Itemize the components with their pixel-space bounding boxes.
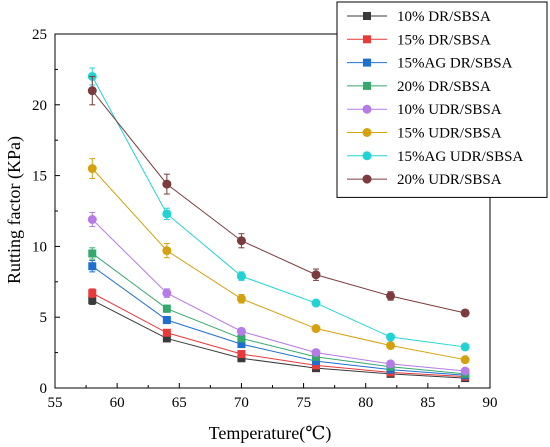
axes-layer: 55 60 65 70 75 80 85 90 0 5 10 15 20 25 [32, 27, 498, 411]
data-point [237, 334, 246, 343]
data-point [236, 326, 246, 336]
data-point [311, 298, 321, 308]
x-axis-title: Temperature(℃) [209, 423, 332, 444]
data-point [88, 262, 97, 271]
series-7 [87, 67, 470, 352]
data-point [386, 359, 396, 369]
data-point [88, 249, 97, 258]
legend-marker [362, 104, 372, 114]
legend-marker [363, 58, 371, 67]
series-line [91, 90, 466, 314]
data-point [236, 271, 246, 281]
data-point [88, 289, 97, 298]
data-point [460, 308, 470, 318]
y-tick-label: 25 [32, 27, 47, 43]
data-point [386, 291, 396, 301]
legend-marker [362, 174, 372, 184]
data-point [460, 366, 470, 376]
legend-marker [362, 151, 372, 161]
data-point [162, 288, 172, 298]
legend-label: 15% DR/SBSA [397, 32, 491, 48]
legend-marker [362, 128, 372, 137]
data-point [237, 340, 246, 349]
legend-item: 15% DR/SBSA [347, 32, 491, 48]
legend-label: 20% DR/SBSA [397, 79, 491, 95]
data-point [460, 355, 470, 365]
legend-label: 15%AG UDR/SBSA [397, 149, 523, 165]
data-point [386, 332, 396, 342]
legend-label: 10% DR/SBSA [397, 9, 491, 25]
legend-item: 15%AG DR/SBSA [347, 56, 513, 72]
series-line [91, 265, 466, 376]
data-point [386, 341, 396, 351]
data-point [460, 342, 470, 352]
legend-item: 15%AG UDR/SBSA [347, 149, 523, 165]
series-line [92, 299, 466, 379]
x-tick-label: 70 [234, 395, 249, 411]
legend-marker [363, 12, 371, 20]
series-6 [87, 158, 470, 365]
legend-item: 10% UDR/SBSA [347, 102, 502, 118]
legend-label: 10% UDR/SBSA [397, 102, 502, 118]
x-tick-label: 85 [420, 395, 435, 411]
series-line [91, 76, 466, 348]
series-2 [88, 288, 470, 381]
legend: 10% DR/SBSA 15% DR/SBSA 15%AG DR/SBSA 20% D… [336, 1, 548, 198]
data-point [312, 357, 320, 366]
x-tick-label: 60 [110, 395, 125, 411]
series-3 [88, 260, 470, 380]
data-point [236, 236, 246, 246]
y-tick-label: 0 [40, 381, 48, 397]
data-point [87, 164, 97, 174]
data-point [311, 270, 321, 280]
data-point [236, 294, 246, 304]
x-tick-label: 80 [358, 395, 373, 411]
legend-label: 20% UDR/SBSA [397, 172, 502, 188]
data-point [311, 324, 321, 334]
data-point [162, 209, 172, 219]
data-point [162, 179, 172, 189]
legend-marker [363, 81, 371, 90]
series-line [91, 168, 466, 361]
series-4 [88, 247, 470, 378]
data-point [237, 350, 246, 359]
series-5 [87, 211, 470, 376]
x-tick-label: 55 [48, 395, 63, 411]
y-tick-label: 20 [32, 98, 47, 114]
y-axis-title: Rutting factor (KPa) [4, 136, 25, 284]
legend-label: 15%AG DR/SBSA [397, 56, 513, 72]
x-tick-label: 75 [296, 395, 311, 411]
legend-item: 10% DR/SBSA [347, 9, 491, 25]
y-tick-label: 5 [40, 310, 48, 326]
series-line [92, 292, 466, 378]
legend-box [336, 1, 548, 198]
series-layer [87, 67, 470, 383]
legend-marker [363, 35, 371, 44]
data-point [88, 296, 97, 305]
data-point [87, 86, 97, 96]
data-point [311, 348, 321, 358]
data-point [87, 214, 97, 224]
legend-item: 20% UDR/SBSA [347, 172, 502, 188]
legend-item: 15% UDR/SBSA [347, 126, 502, 142]
series-line [91, 253, 466, 375]
series-8 [87, 75, 470, 318]
legend-label: 15% UDR/SBSA [397, 126, 502, 142]
legend-item: 20% DR/SBSA [347, 79, 491, 95]
data-point [162, 328, 171, 337]
data-point [162, 246, 172, 256]
data-point [162, 334, 171, 343]
y-tick-label: 10 [32, 239, 47, 255]
y-tick-label: 15 [32, 169, 47, 185]
x-tick-label: 65 [172, 395, 187, 411]
x-tick-label: 90 [483, 395, 498, 411]
data-point [162, 316, 171, 325]
data-point [237, 354, 246, 363]
series-line [91, 219, 466, 372]
data-point [162, 304, 171, 313]
data-point [312, 361, 320, 370]
